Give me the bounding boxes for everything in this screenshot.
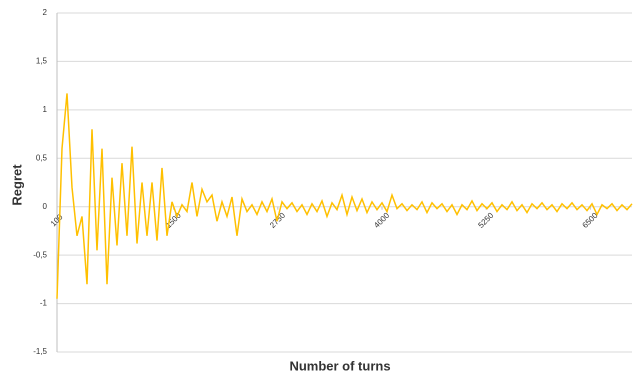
x-axis-label: Number of turns [289, 358, 390, 373]
y-tick-label: -1 [40, 299, 48, 308]
y-tick-label: 0 [43, 202, 48, 211]
y-tick-label: 1,5 [36, 57, 48, 66]
y-tick-label: 0,5 [36, 153, 48, 162]
y-tick-label: -0,5 [33, 250, 47, 259]
y-tick-label: 1 [43, 105, 48, 114]
x-tick-label: 5250 [476, 211, 495, 230]
y-tick-label: -1,5 [33, 347, 47, 356]
x-tick-label: 4000 [372, 211, 391, 230]
x-tick-label: 100 [49, 212, 65, 228]
y-tick-label: 2 [43, 8, 48, 17]
line [56, 93, 633, 299]
y-axis-label: Regret [9, 164, 24, 206]
